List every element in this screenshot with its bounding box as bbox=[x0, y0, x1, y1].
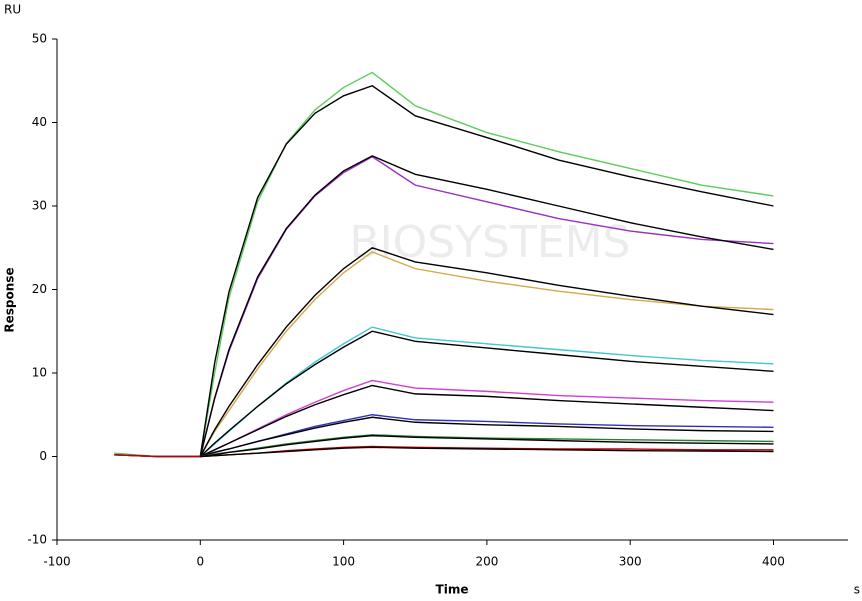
sensorgram-line bbox=[200, 384, 774, 458]
sensorgram-line bbox=[199, 246, 774, 457]
sensorgram-line bbox=[114, 155, 774, 458]
x-tick-label: 100 bbox=[332, 555, 355, 569]
x-axis-label: Time bbox=[436, 583, 469, 597]
x-tick-label: 0 bbox=[196, 555, 204, 569]
x-tick-label: 200 bbox=[475, 555, 498, 569]
y-tick-label: 20 bbox=[32, 282, 47, 296]
y-unit: RU bbox=[4, 3, 21, 17]
sensorgram-line bbox=[200, 416, 774, 458]
x-tick-label: 400 bbox=[762, 555, 785, 569]
y-tick-label: 10 bbox=[32, 366, 47, 380]
y-tick-label: 50 bbox=[32, 32, 47, 46]
y-tick-label: -10 bbox=[27, 533, 47, 547]
x-unit: s bbox=[854, 583, 860, 597]
watermark: BIOSYSTEMS bbox=[349, 217, 630, 268]
y-tick-label: 0 bbox=[39, 449, 47, 463]
sensorgram-line bbox=[199, 155, 774, 457]
sensorgram-line bbox=[199, 330, 774, 458]
sensorgram-line bbox=[114, 71, 774, 458]
x-tick-label: -100 bbox=[43, 555, 70, 569]
y-tick-label: 40 bbox=[32, 115, 47, 129]
y-tick-label: 30 bbox=[32, 199, 47, 213]
sensorgram-line bbox=[199, 84, 774, 457]
sensorgram-line bbox=[200, 446, 774, 458]
y-axis-label: Response bbox=[3, 267, 17, 332]
sensorgram-line bbox=[200, 434, 774, 458]
x-tick-label: 300 bbox=[619, 555, 642, 569]
